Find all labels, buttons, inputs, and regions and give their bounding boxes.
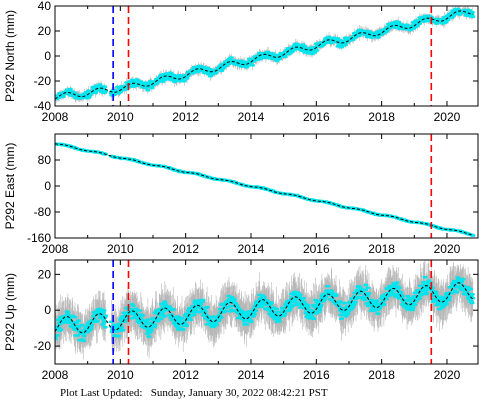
y-tick-label: 0 <box>44 179 51 193</box>
y-tick-label: -160 <box>27 231 51 245</box>
x-tick-label: 2020 <box>434 110 461 124</box>
y-axis-label: P292 East (mm) <box>3 143 17 230</box>
x-tick-label: 2014 <box>238 368 265 382</box>
data-points <box>55 275 476 342</box>
x-tick-label: 2012 <box>172 368 199 382</box>
y-axis-label: P292 North (mm) <box>3 10 17 102</box>
x-tick-label: 2018 <box>368 368 395 382</box>
x-tick-label: 2010 <box>107 368 134 382</box>
x-tick-label: 2016 <box>303 242 330 256</box>
x-tick-label: 2014 <box>238 110 265 124</box>
y-axis-label: P292 Up (mm) <box>3 273 17 351</box>
y-tick-label: 40 <box>38 0 52 13</box>
x-tick-label: 2016 <box>303 368 330 382</box>
footer-label: Plot Last Updated: <box>60 387 143 399</box>
y-tick-label: -20 <box>34 339 52 353</box>
model-line <box>55 282 474 334</box>
y-tick-label: -80 <box>34 205 52 219</box>
x-tick-label: 2014 <box>238 242 265 256</box>
plot-area <box>55 6 476 103</box>
model-line <box>55 143 474 236</box>
y-tick-label: 20 <box>38 267 52 281</box>
model-line <box>55 10 474 100</box>
x-tick-label: 2008 <box>42 242 69 256</box>
x-tick-label: 2010 <box>107 110 134 124</box>
y-tick-label: 20 <box>38 24 52 38</box>
x-tick-label: 2020 <box>434 242 461 256</box>
east-panel: 2008 2010 2012 2014 2016 2018 2020 -160 -80 0 80 P2… <box>3 133 479 256</box>
up-panel: 2008 2010 2012 2014 2016 2018 2020 -20 0 20 P292 U… <box>3 259 479 382</box>
x-tick-label: 2018 <box>368 242 395 256</box>
x-tick-label: 2008 <box>42 110 69 124</box>
x-tick-label: 2018 <box>368 110 395 124</box>
y-tick-label: 80 <box>38 153 52 167</box>
footer-timestamp: Sunday, January 30, 2022 08:42:21 PST <box>150 387 328 399</box>
y-tick-label: -40 <box>34 99 52 113</box>
y-tick-label: 0 <box>44 49 51 63</box>
plot-frame <box>54 259 479 365</box>
plot-area <box>55 142 476 237</box>
x-tick-label: 2008 <box>42 368 69 382</box>
x-tick-label: 2012 <box>172 110 199 124</box>
y-tick-label: -20 <box>34 74 52 88</box>
y-tick-label: 0 <box>44 303 51 317</box>
x-tick-label: 2010 <box>107 242 134 256</box>
plot-area <box>55 260 476 360</box>
x-tick-label: 2012 <box>172 242 199 256</box>
x-tick-label: 2020 <box>434 368 461 382</box>
north-panel: 2008 2010 2012 2014 2016 2018 2020 -40 -20 0 20 40 P… <box>3 0 479 124</box>
plot-updated-footer: Plot Last Updated: Sunday, January 30, 2… <box>60 387 328 399</box>
x-tick-label: 2016 <box>303 110 330 124</box>
